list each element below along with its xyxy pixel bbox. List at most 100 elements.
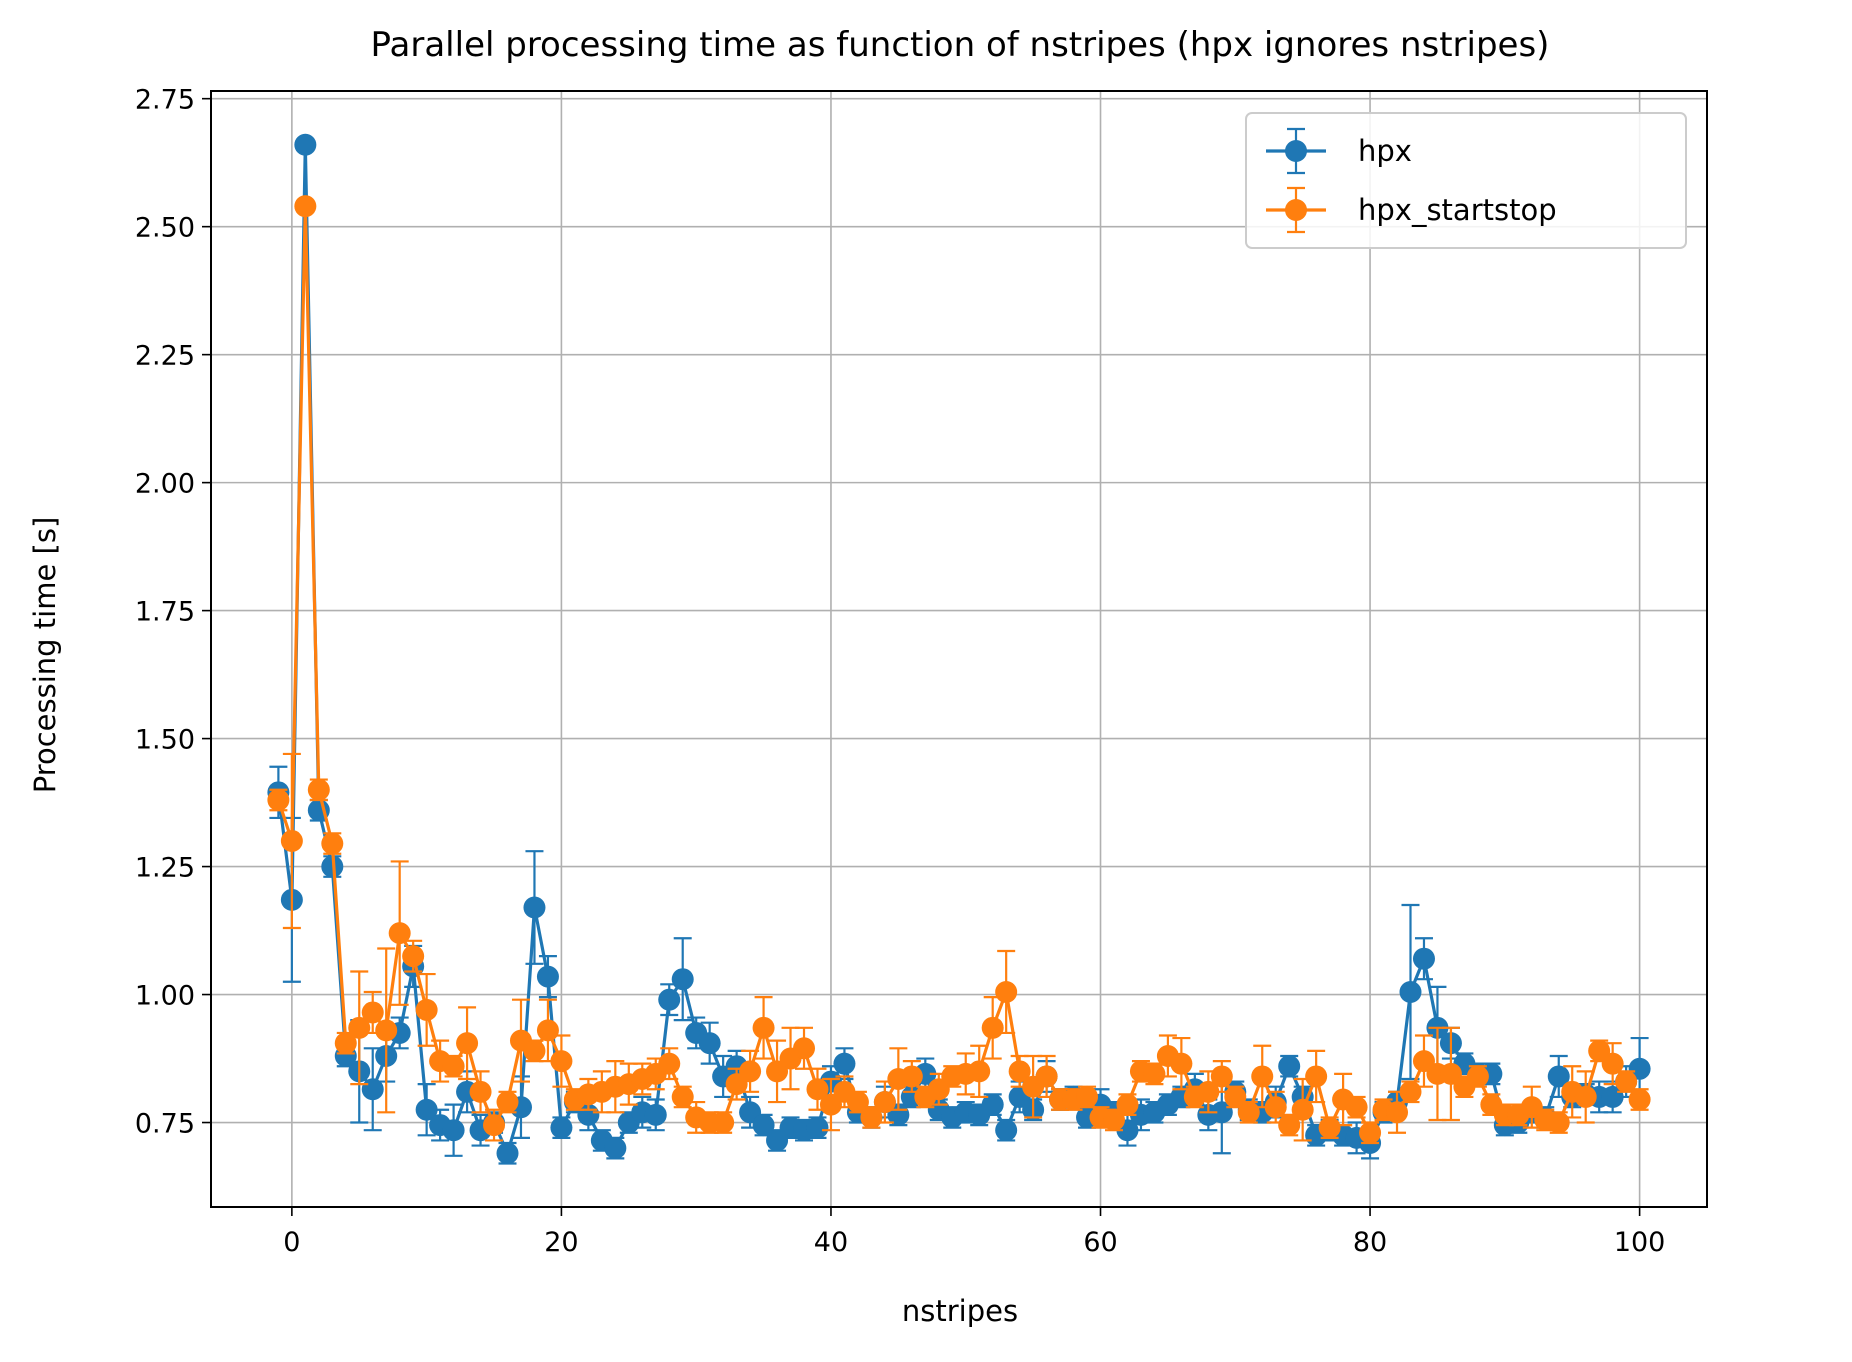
- data-point: [1008, 1060, 1031, 1083]
- data-point: [415, 1098, 438, 1121]
- y-tick-label: 2.75: [135, 85, 195, 116]
- data-point: [1224, 1085, 1247, 1108]
- data-point: [1547, 1111, 1570, 1134]
- data-point: [1628, 1088, 1651, 1111]
- x-tick-label: 60: [1083, 1227, 1117, 1258]
- plot-area: 0 20 40 60 80 100 0.75 1.00 1.25 1.50 1.75 2.00 2.25…: [135, 85, 1708, 1258]
- data-point: [981, 1016, 1004, 1039]
- data-point: [1601, 1052, 1624, 1075]
- data-point: [712, 1111, 735, 1134]
- legend-marker: [1285, 199, 1307, 221]
- data-point: [658, 988, 681, 1011]
- chart-title: Parallel processing time as function of …: [371, 25, 1550, 65]
- data-point: [1399, 980, 1422, 1003]
- x-tick-label: 20: [544, 1227, 578, 1258]
- data-point: [348, 1016, 371, 1039]
- data-point: [698, 1032, 721, 1055]
- data-point: [388, 922, 411, 945]
- data-point: [900, 1065, 923, 1088]
- data-point: [321, 832, 344, 855]
- data-point: [523, 896, 546, 919]
- data-point: [442, 1119, 465, 1142]
- data-point: [860, 1106, 883, 1129]
- data-point: [981, 1093, 1004, 1116]
- legend: hpx hpx_startstop: [1245, 112, 1687, 249]
- x-tick-label: 0: [283, 1227, 300, 1258]
- data-point: [752, 1016, 775, 1039]
- data-point: [1399, 1080, 1422, 1103]
- data-point: [1615, 1070, 1638, 1093]
- legend-label: hpx_startstop: [1358, 193, 1557, 227]
- data-point: [671, 968, 694, 991]
- y-tick-label: 2.50: [135, 213, 195, 244]
- data-point: [469, 1080, 492, 1103]
- data-point: [456, 1032, 479, 1055]
- data-point: [1116, 1093, 1139, 1116]
- y-tick-label: 1.25: [135, 853, 195, 884]
- data-point: [307, 778, 330, 801]
- data-point: [846, 1091, 869, 1114]
- data-point: [1278, 1114, 1301, 1137]
- data-point: [1076, 1085, 1099, 1108]
- x-tick-label: 80: [1353, 1227, 1387, 1258]
- y-tick-label: 0.75: [135, 1109, 195, 1140]
- data-point: [375, 1019, 398, 1042]
- data-point: [806, 1116, 829, 1139]
- data-point: [294, 195, 317, 218]
- axes-frame: [210, 90, 1708, 1208]
- data-point: [671, 1085, 694, 1108]
- legend-marker: [1285, 140, 1307, 162]
- data-point: [536, 965, 559, 988]
- data-point: [1291, 1098, 1314, 1121]
- data-point: [1574, 1085, 1597, 1108]
- data-point: [496, 1142, 519, 1165]
- data-point: [1102, 1108, 1125, 1131]
- data-point: [267, 789, 290, 812]
- data-point: [604, 1137, 627, 1160]
- x-axis-label: nstripes: [902, 1294, 1018, 1328]
- data-point: [523, 1039, 546, 1062]
- data-point: [793, 1037, 816, 1060]
- x-tick-label: 100: [1614, 1227, 1666, 1258]
- data-point: [1412, 947, 1435, 970]
- y-axis-label: Processing time [s]: [28, 517, 62, 794]
- data-point: [1143, 1062, 1166, 1085]
- legend-label: hpx: [1358, 134, 1412, 168]
- data-point: [1237, 1101, 1260, 1124]
- data-point: [833, 1052, 856, 1075]
- data-point: [415, 998, 438, 1021]
- data-point: [995, 1119, 1018, 1142]
- x-tick-label: 40: [814, 1227, 848, 1258]
- data-point: [550, 1116, 573, 1139]
- data-point: [1264, 1096, 1287, 1119]
- data-point: [496, 1091, 519, 1114]
- y-tick-label: 2.25: [135, 341, 195, 372]
- data-point: [968, 1060, 991, 1083]
- data-point: [294, 133, 317, 156]
- data-point: [1170, 1052, 1193, 1075]
- data-point: [1251, 1065, 1274, 1088]
- data-point: [752, 1114, 775, 1137]
- data-point: [334, 1032, 357, 1055]
- data-point: [806, 1078, 829, 1101]
- data-point: [1197, 1080, 1220, 1103]
- data-point: [280, 829, 303, 852]
- data-point: [1359, 1121, 1382, 1144]
- data-point: [995, 980, 1018, 1003]
- data-point: [1386, 1101, 1409, 1124]
- data-point: [1466, 1065, 1489, 1088]
- data-point: [1278, 1055, 1301, 1078]
- data-point: [1305, 1065, 1328, 1088]
- data-point: [402, 945, 425, 968]
- data-point: [550, 1050, 573, 1073]
- data-point: [1547, 1065, 1570, 1088]
- y-tick-label: 1.75: [135, 597, 195, 628]
- data-point: [1210, 1065, 1233, 1088]
- y-tick-label: 1.50: [135, 725, 195, 756]
- data-point: [483, 1114, 506, 1137]
- data-point: [361, 1078, 384, 1101]
- data-point: [873, 1091, 896, 1114]
- y-tick-label: 2.00: [135, 469, 195, 500]
